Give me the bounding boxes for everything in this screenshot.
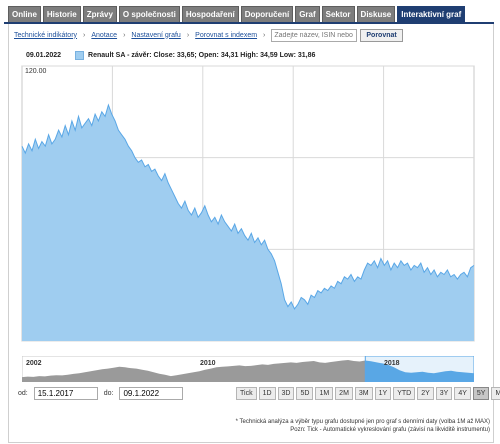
navigator-year-label: 2002 xyxy=(26,360,42,367)
period-ytd-button[interactable]: YTD xyxy=(393,387,416,400)
period-5y-button[interactable]: 5Y xyxy=(472,387,490,400)
compare-button[interactable]: Porovnat xyxy=(360,28,403,42)
navigator-chart[interactable]: 2002 2010 2018 xyxy=(22,356,474,382)
navigator-history-area xyxy=(22,360,366,382)
footnote-tick: Pozn: Tick - Automatické vykreslování gr… xyxy=(290,427,490,433)
navigator-year-label: 2010 xyxy=(200,360,216,367)
chart-legend: 09.01.2022 Renault SA - závěr: Close: 33… xyxy=(26,51,315,60)
chart-subnav: Technické indikátory › Anotace › Nastave… xyxy=(14,28,403,42)
price-chart[interactable]: 120.0080.0040.000.00 xyxy=(12,62,484,345)
navigator-selected-area xyxy=(365,360,474,382)
tab-o-společnosti[interactable]: O společnosti xyxy=(118,6,180,22)
tab-underline xyxy=(4,22,494,24)
period-3y-button[interactable]: 3Y xyxy=(435,387,453,400)
footnote-technical: * Technická analýza a výběr typu grafu d… xyxy=(235,419,490,425)
period-2y-button[interactable]: 2Y xyxy=(417,387,434,400)
tab-interaktivní-graf[interactable]: Interaktivní graf xyxy=(397,6,466,23)
period-3m-button[interactable]: 3M xyxy=(354,387,373,400)
period-1y-button[interactable]: 1Y xyxy=(374,387,392,400)
annotation-link[interactable]: Anotace xyxy=(91,31,118,39)
legend-swatch xyxy=(75,51,85,60)
chart-settings-link[interactable]: Nastavení grafu xyxy=(131,31,181,39)
period-buttons: Tick1D3D5D1M2M3M1YYTD2Y3Y4Y5YMax xyxy=(236,387,500,400)
period-max-button[interactable]: Max xyxy=(491,387,500,400)
price-line xyxy=(21,103,475,310)
compare-index-link[interactable]: Porovnat s indexem xyxy=(195,31,258,39)
content-panel xyxy=(8,24,494,443)
navigator-selection-handle xyxy=(364,356,474,382)
tab-bar: Online Historie Zprávy O společnosti Hospoda… xyxy=(8,6,466,23)
y-tick-label: 120.00 xyxy=(25,68,47,75)
tab-sektor[interactable]: Sektor xyxy=(321,6,355,22)
legend-text: Renault SA - závěr: Close: 33,65; Open: … xyxy=(88,52,316,59)
to-label: do: xyxy=(103,389,114,397)
price-area xyxy=(22,105,474,341)
tab-diskuse[interactable]: Diskuse xyxy=(356,6,396,22)
tab-zprávy[interactable]: Zprávy xyxy=(82,6,117,22)
separator-arrow-icon: › xyxy=(263,31,266,39)
legend-date: 09.01.2022 xyxy=(26,52,62,59)
separator-arrow-icon: › xyxy=(186,31,190,39)
tab-online[interactable]: Online xyxy=(8,6,41,22)
period-1d-button[interactable]: 1D xyxy=(258,387,276,400)
tab-doporučení[interactable]: Doporučení xyxy=(240,6,294,22)
from-label: od: xyxy=(18,389,28,397)
separator-arrow-icon: › xyxy=(83,31,86,39)
technical-indicators-link[interactable]: Technické indikátory xyxy=(14,31,78,39)
period-3d-button[interactable]: 3D xyxy=(277,387,295,400)
navigator-year-label: 2018 xyxy=(384,360,400,367)
tab-hospodaření[interactable]: Hospodaření xyxy=(181,6,239,22)
period-4y-button[interactable]: 4Y xyxy=(454,387,471,400)
footnotes: * Technická analýza a výběr typu grafu d… xyxy=(236,418,490,434)
period-5d-button[interactable]: 5D xyxy=(296,387,314,400)
tab-graf[interactable]: Graf xyxy=(295,6,320,22)
from-date-input[interactable] xyxy=(33,386,98,400)
separator-arrow-icon: › xyxy=(123,31,126,39)
period-2m-button[interactable]: 2M xyxy=(335,387,353,400)
to-date-input[interactable] xyxy=(119,386,184,400)
period-tick-button[interactable]: Tick xyxy=(236,387,257,400)
compare-search-input[interactable] xyxy=(271,28,358,42)
date-range: od: do: xyxy=(18,386,189,400)
tab-historie[interactable]: Historie xyxy=(42,6,81,22)
period-1m-button[interactable]: 1M xyxy=(315,387,334,400)
